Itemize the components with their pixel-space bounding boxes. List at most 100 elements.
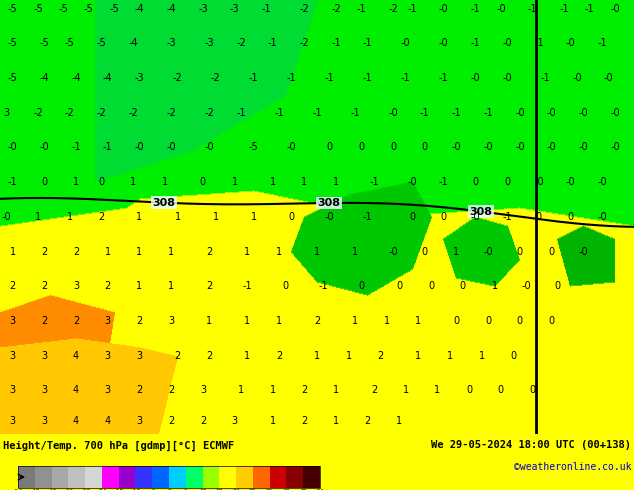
Text: -0: -0 [597, 177, 607, 187]
Text: -4: -4 [134, 3, 145, 14]
Text: -1: -1 [559, 3, 569, 14]
Text: -0: -0 [204, 143, 214, 152]
Text: 48: 48 [299, 489, 307, 490]
Text: 36: 36 [266, 489, 273, 490]
Text: -0: -0 [610, 108, 620, 118]
Text: -0: -0 [502, 73, 512, 83]
Text: 3: 3 [73, 281, 79, 291]
Text: 1: 1 [244, 316, 250, 326]
Bar [152, 466, 169, 488]
Text: 1: 1 [447, 350, 453, 361]
Text: 3: 3 [105, 385, 111, 395]
Text: -42: -42 [46, 489, 57, 490]
Text: 0: 0 [358, 143, 365, 152]
Text: -2: -2 [299, 38, 309, 49]
Text: -1: -1 [420, 108, 430, 118]
Text: 6: 6 [184, 489, 188, 490]
Text: -4: -4 [128, 38, 138, 49]
Text: 2: 2 [73, 316, 79, 326]
Text: -1: -1 [287, 73, 297, 83]
Text: 2: 2 [365, 416, 371, 426]
Text: 3: 3 [231, 416, 238, 426]
Text: -5: -5 [8, 38, 18, 49]
Text: -1: -1 [527, 3, 538, 14]
Text: -0: -0 [483, 143, 493, 152]
Text: 1: 1 [453, 246, 460, 257]
Text: 0: 0 [460, 281, 466, 291]
Text: 0: 0 [41, 177, 48, 187]
Text: 0: 0 [472, 177, 479, 187]
Text: 4: 4 [73, 416, 79, 426]
Text: -1: -1 [268, 38, 278, 49]
Text: 0: 0 [548, 246, 555, 257]
Bar [18, 466, 320, 488]
Text: -4: -4 [39, 73, 49, 83]
Text: 2: 2 [301, 416, 307, 426]
Text: 2: 2 [371, 385, 377, 395]
Text: -1: -1 [350, 108, 360, 118]
Text: -0: -0 [134, 143, 145, 152]
Text: 1: 1 [346, 350, 352, 361]
Text: -1: -1 [363, 38, 373, 49]
Text: 54: 54 [316, 489, 324, 490]
Bar [68, 466, 85, 488]
Text: -2: -2 [236, 38, 246, 49]
Text: 2: 2 [41, 246, 48, 257]
Text: -1: -1 [356, 3, 366, 14]
Text: 0: 0 [536, 212, 542, 222]
Bar [169, 466, 186, 488]
Text: -2: -2 [96, 108, 107, 118]
Text: -1: -1 [451, 108, 462, 118]
Text: 1: 1 [244, 246, 250, 257]
Text: -24: -24 [96, 489, 108, 490]
Text: -3: -3 [166, 38, 176, 49]
Text: -1: -1 [261, 3, 271, 14]
Text: -2: -2 [210, 73, 221, 83]
Text: 2: 2 [174, 350, 181, 361]
Text: -0: -0 [502, 38, 512, 49]
Text: 1: 1 [168, 281, 174, 291]
Text: -0: -0 [439, 3, 449, 14]
Text: -30: -30 [79, 489, 91, 490]
Text: -2: -2 [331, 3, 341, 14]
Text: 1: 1 [250, 212, 257, 222]
Text: 3: 3 [105, 316, 111, 326]
Text: 0: 0 [167, 489, 171, 490]
Text: 2: 2 [206, 281, 212, 291]
Text: -4: -4 [103, 73, 113, 83]
Text: -1: -1 [325, 73, 335, 83]
Text: 1: 1 [238, 385, 244, 395]
Text: 1: 1 [231, 177, 238, 187]
Text: 1: 1 [434, 385, 441, 395]
Text: 12: 12 [199, 489, 206, 490]
Text: 0: 0 [453, 316, 460, 326]
Text: 1: 1 [333, 177, 339, 187]
Bar [287, 466, 303, 488]
Text: 2: 2 [168, 416, 174, 426]
Text: -1: -1 [71, 143, 81, 152]
Text: 2: 2 [41, 281, 48, 291]
Text: 2: 2 [200, 416, 206, 426]
Text: -5: -5 [249, 143, 259, 152]
Text: 2: 2 [168, 385, 174, 395]
Text: -3: -3 [134, 73, 145, 83]
Text: 0: 0 [422, 246, 428, 257]
Text: -0: -0 [451, 143, 462, 152]
Text: -0: -0 [547, 108, 557, 118]
Text: 0: 0 [466, 385, 472, 395]
Text: -1: -1 [236, 108, 246, 118]
Text: -18: -18 [113, 489, 124, 490]
Text: -5: -5 [96, 38, 107, 49]
Text: 3: 3 [10, 350, 16, 361]
Text: 0: 0 [409, 212, 415, 222]
Text: 0: 0 [200, 177, 206, 187]
Text: 1: 1 [314, 350, 320, 361]
Text: 0: 0 [327, 143, 333, 152]
Text: -0: -0 [597, 212, 607, 222]
Text: 1: 1 [168, 246, 174, 257]
Text: -5: -5 [39, 38, 49, 49]
Text: 1: 1 [136, 212, 143, 222]
Text: 0: 0 [358, 281, 365, 291]
Text: -2: -2 [65, 108, 75, 118]
Text: 4: 4 [73, 385, 79, 395]
